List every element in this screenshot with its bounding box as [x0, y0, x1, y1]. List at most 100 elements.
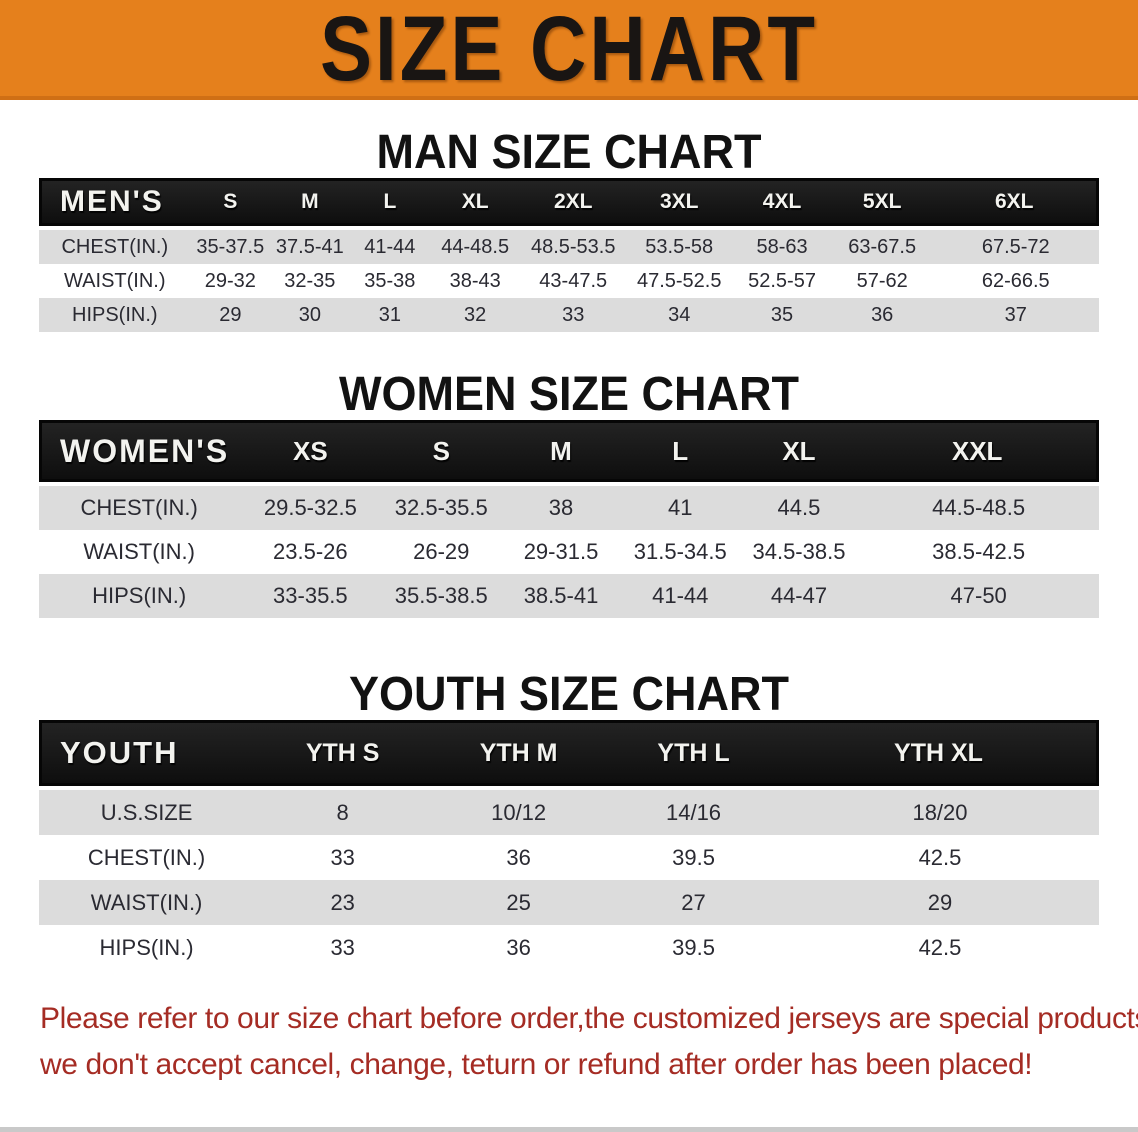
value-cell: 32-35 — [270, 264, 350, 298]
value-cell: 44-47 — [739, 574, 859, 618]
value-cell: 53.5-58 — [626, 230, 733, 264]
value-cell: 38.5-41 — [501, 574, 621, 618]
size-header-cell: XXL — [858, 420, 1099, 482]
measure-label-cell: CHEST(IN.) — [39, 835, 255, 880]
value-cell: 35.5-38.5 — [381, 574, 502, 618]
table-row: U.S.SIZE 8 10/12 14/16 18/20 — [39, 790, 1099, 835]
value-cell: 42.5 — [780, 835, 1099, 880]
value-cell: 31 — [349, 298, 431, 332]
size-header-cell: S — [190, 178, 271, 226]
size-header-cell: 2XL — [520, 178, 627, 226]
value-cell: 41-44 — [620, 574, 740, 618]
header-gap-row — [39, 786, 1099, 790]
footnote: Please refer to our size chart before or… — [40, 996, 1138, 1088]
value-cell: 48.5-53.5 — [520, 230, 627, 264]
value-cell: 33 — [520, 298, 627, 332]
size-header-cell: YTH S — [254, 720, 432, 786]
measure-label-cell: WAIST(IN.) — [39, 264, 191, 298]
value-cell: 36 — [831, 298, 933, 332]
value-cell: 34.5-38.5 — [739, 530, 859, 574]
table-row: CHEST(IN.) 33 36 39.5 42.5 — [39, 835, 1099, 880]
header-gap-row — [39, 226, 1099, 230]
value-cell: 14/16 — [606, 790, 781, 835]
size-chart-banner: SIZE CHART — [0, 0, 1138, 100]
women-size-table: WOMEN'S XS S M L XL XXL CHEST(IN.) 29.5-32.5 32.5… — [39, 420, 1099, 618]
value-cell: 33 — [254, 835, 432, 880]
value-cell: 30 — [270, 298, 350, 332]
value-cell: 62-66.5 — [932, 264, 1099, 298]
table-row: WAIST(IN.) 29-32 32-35 35-38 38-43 43-47.5 47.… — [39, 264, 1099, 298]
women-section-heading: WOMEN SIZE CHART — [339, 365, 799, 421]
size-header-cell: 6XL — [932, 178, 1099, 226]
value-cell: 35 — [732, 298, 832, 332]
size-header-cell: XL — [739, 420, 859, 482]
men-size-table: MEN'S S M L XL 2XL 3XL 4XL 5XL 6XL CHEST(IN.) 35-37… — [39, 178, 1099, 332]
table-row: HIPS(IN.) 29 30 31 32 33 34 35 36 37 — [39, 298, 1099, 332]
value-cell: 23 — [254, 880, 432, 925]
value-cell: 38.5-42.5 — [858, 530, 1099, 574]
value-cell: 52.5-57 — [732, 264, 832, 298]
value-cell: 63-67.5 — [831, 230, 933, 264]
measure-label-cell: HIPS(IN.) — [39, 925, 255, 970]
measure-label-cell: HIPS(IN.) — [39, 574, 240, 618]
measure-label-cell: WAIST(IN.) — [39, 880, 255, 925]
footnote-line-1: Please refer to our size chart before or… — [40, 1002, 1138, 1035]
value-cell: 29-31.5 — [501, 530, 621, 574]
value-cell: 47-50 — [858, 574, 1099, 618]
size-header-cell: YTH XL — [780, 720, 1099, 786]
value-cell: 44.5-48.5 — [858, 486, 1099, 530]
value-cell: 33-35.5 — [239, 574, 382, 618]
size-header-cell: L — [349, 178, 431, 226]
size-header-cell: M — [501, 420, 621, 482]
banner-title: SIZE CHART — [320, 0, 818, 100]
measure-label-cell: CHEST(IN.) — [39, 486, 240, 530]
value-cell: 37 — [932, 298, 1099, 332]
value-cell: 32 — [430, 298, 521, 332]
value-cell: 38 — [501, 486, 621, 530]
size-header-cell: XL — [430, 178, 521, 226]
value-cell: 23.5-26 — [239, 530, 382, 574]
size-header-row: WOMEN'S XS S M L XL XXL — [39, 420, 1099, 482]
size-header-row: YOUTH YTH S YTH M YTH L YTH XL — [39, 720, 1099, 786]
value-cell: 58-63 — [732, 230, 832, 264]
size-header-cell: S — [381, 420, 502, 482]
youth-section-heading: YOUTH SIZE CHART — [348, 665, 789, 721]
value-cell: 34 — [626, 298, 733, 332]
man-section-heading: MAN SIZE CHART — [376, 123, 762, 179]
group-label-cell: WOMEN'S — [39, 420, 240, 482]
value-cell: 27 — [606, 880, 781, 925]
value-cell: 47.5-52.5 — [626, 264, 733, 298]
table-row: WAIST(IN.) 23.5-26 26-29 29-31.5 31.5-34.5 34… — [39, 530, 1099, 574]
value-cell: 42.5 — [780, 925, 1099, 970]
size-header-cell: 4XL — [732, 178, 832, 226]
table-row: HIPS(IN.) 33-35.5 35.5-38.5 38.5-41 41-44 44-… — [39, 574, 1099, 618]
value-cell: 38-43 — [430, 264, 521, 298]
size-header-cell: YTH L — [606, 720, 781, 786]
measure-label-cell: WAIST(IN.) — [39, 530, 240, 574]
value-cell: 26-29 — [381, 530, 502, 574]
value-cell: 35-37.5 — [190, 230, 271, 264]
size-header-cell: L — [620, 420, 740, 482]
size-header-cell: M — [270, 178, 350, 226]
value-cell: 37.5-41 — [270, 230, 350, 264]
value-cell: 10/12 — [431, 790, 607, 835]
measure-label-cell: CHEST(IN.) — [39, 230, 191, 264]
header-gap-row — [39, 482, 1099, 486]
value-cell: 67.5-72 — [932, 230, 1099, 264]
value-cell: 29.5-32.5 — [239, 486, 382, 530]
value-cell: 31.5-34.5 — [620, 530, 740, 574]
value-cell: 36 — [431, 925, 607, 970]
measure-label-cell: HIPS(IN.) — [39, 298, 191, 332]
size-header-cell: XS — [239, 420, 382, 482]
group-label-cell: MEN'S — [39, 178, 191, 226]
value-cell: 32.5-35.5 — [381, 486, 502, 530]
group-label-cell: YOUTH — [39, 720, 255, 786]
size-header-cell: 5XL — [831, 178, 933, 226]
table-row: CHEST(IN.) 35-37.5 37.5-41 41-44 44-48.5 48.5… — [39, 230, 1099, 264]
measure-label-cell: U.S.SIZE — [39, 790, 255, 835]
value-cell: 39.5 — [606, 925, 781, 970]
size-header-cell: 3XL — [626, 178, 733, 226]
value-cell: 41 — [620, 486, 740, 530]
youth-size-table: YOUTH YTH S YTH M YTH L YTH XL U.S.SIZE 8 10/12… — [39, 720, 1099, 970]
value-cell: 35-38 — [349, 264, 431, 298]
